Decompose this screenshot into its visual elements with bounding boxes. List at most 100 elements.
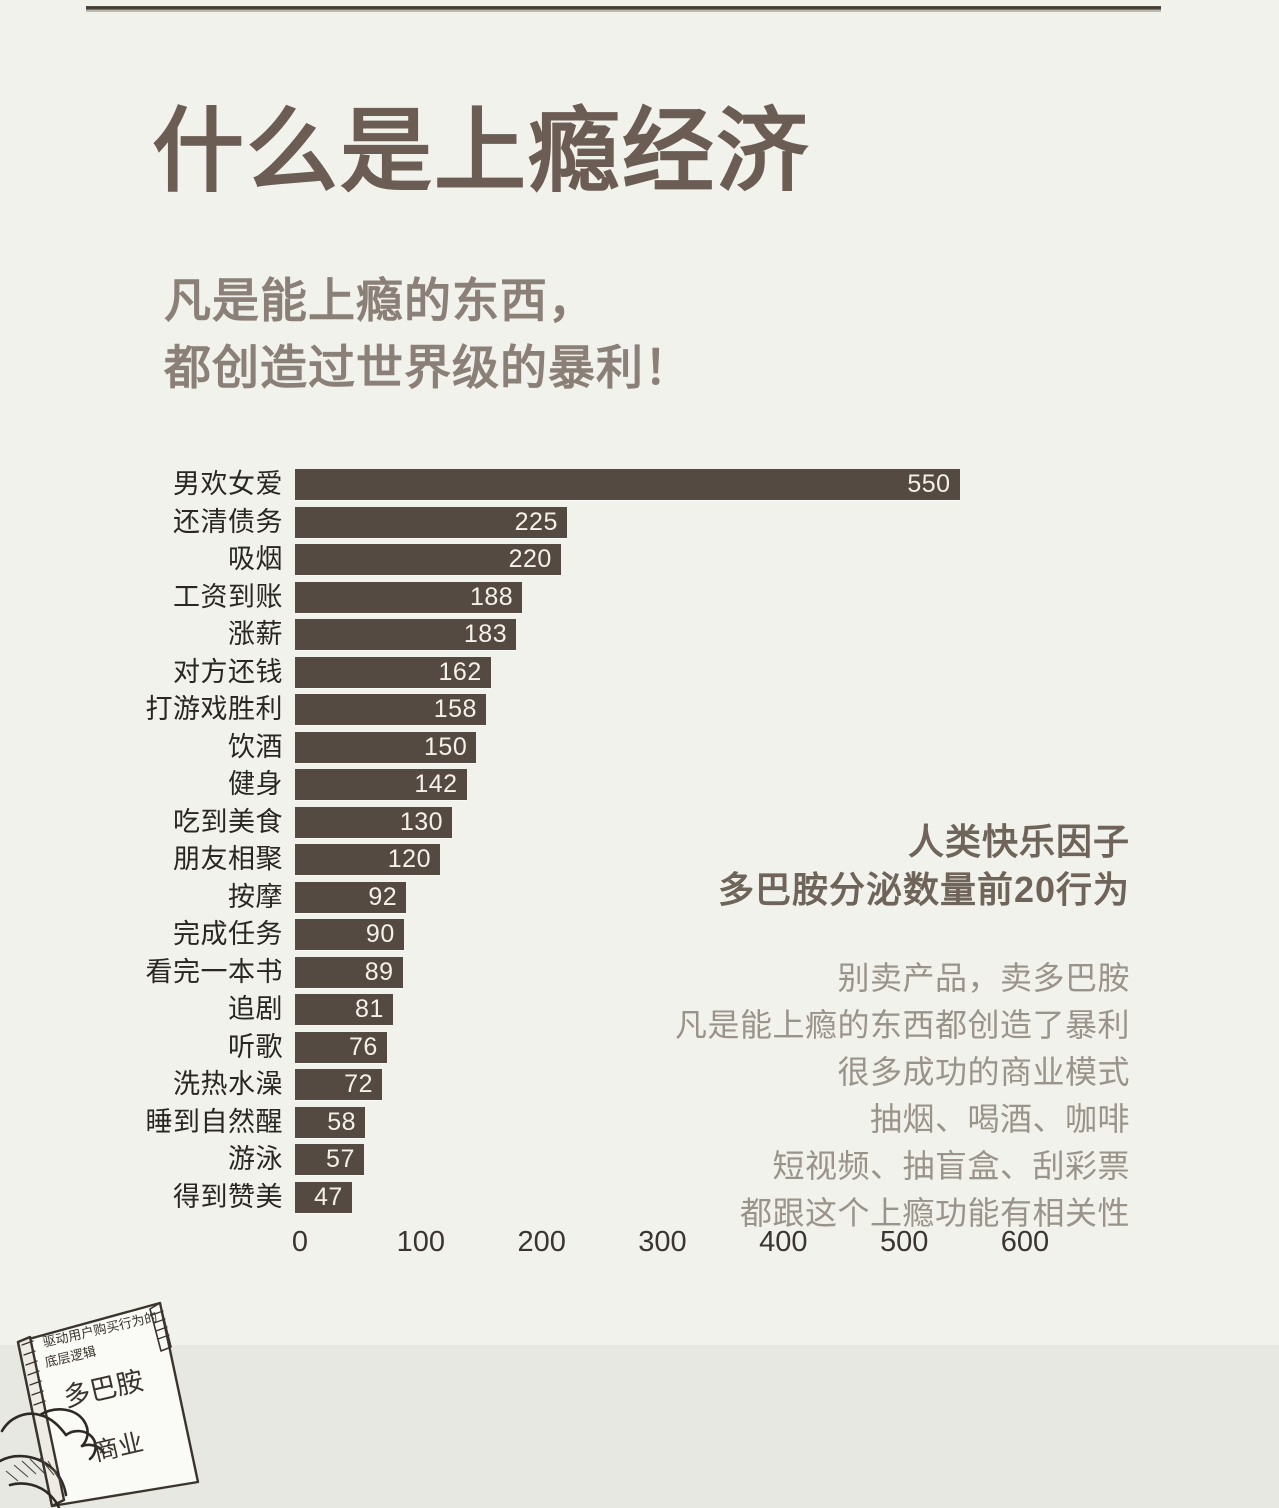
top-divider-rule [86,6,1161,12]
chart-bar-value: 188 [469,582,514,611]
chart-bar-value: 47 [313,1182,343,1211]
chart-bar-track: 120 [295,841,1279,879]
side-heading: 人类快乐因子 多巴胺分泌数量前20行为 [560,818,1130,913]
chart-bar-value: 183 [463,620,508,648]
chart-bar-track: 188 [295,579,1279,617]
chart-row: 按摩 92 [0,879,1279,917]
x-axis-tick-label: 100 [396,1226,446,1258]
chart-bar: 90 [295,919,404,950]
chart-bar-value: 81 [355,995,384,1023]
chart-bar-track: 142 [295,766,1279,804]
chart-bar-track: 89 [295,954,1279,992]
chart-category-label: 吸烟 [228,544,283,575]
chart-bar: 225 [295,506,567,538]
chart-bar-track: 130 [295,804,1279,842]
chart-bar: 120 [295,844,440,875]
chart-row: 男欢女爱 550 [0,466,1279,504]
chart-bar: 72 [295,1069,382,1100]
chart-row: 完成任务 90 [0,916,1279,954]
chart-bar: 188 [295,581,523,613]
chart-bar: 550 [295,469,960,500]
hand-holding-book-illustration: 驱动用户购买行为的 底层逻辑 多巴胺 商业 [0,1285,270,1508]
page-subtitle-line-2: 都创造过世界级的暴利！ [164,340,692,394]
chart-bar-value: 58 [327,1107,357,1136]
chart-category-label: 饮酒 [228,731,283,762]
chart-bar: 81 [295,994,393,1025]
chart-row: 游泳 57 [0,1141,1279,1179]
chart-category-label: 完成任务 [173,919,283,950]
side-body-text: 别卖产品，卖多巴胺凡是能上瘾的东西都创造了暴利很多成功的商业模式抽烟、喝酒、咖啡… [560,955,1130,1237]
side-body-line: 别卖产品，卖多巴胺 [837,960,1130,997]
chart-row: 朋友相聚 120 [0,841,1279,879]
chart-category-label: 追剧 [228,994,283,1025]
chart-row: 打游戏胜利 158 [0,691,1279,729]
chart-bar-value: 158 [433,695,477,723]
chart-row: 洗热水澡 72 [0,1066,1279,1104]
chart-category-label: 游泳 [228,1144,283,1175]
x-axis-tick-label: 300 [638,1226,687,1258]
side-heading-line-2: 多巴胺分泌数量前20行为 [717,868,1130,910]
chart-bar-track: 72 [295,1066,1279,1104]
chart-category-label: 洗热水澡 [173,1069,283,1100]
x-axis-tick-label: 600 [1000,1226,1050,1258]
side-body-line: 抽烟、喝酒、咖啡 [869,1101,1130,1138]
chart-bar-value: 162 [438,657,482,686]
chart-row: 得到赞美 47 [0,1179,1279,1217]
chart-bar-value: 89 [364,957,394,986]
chart-bar-track: 158 [295,691,1279,729]
chart-bar-track: 81 [295,991,1279,1029]
chart-category-label: 按摩 [228,881,283,912]
chart-bar-value: 142 [414,770,458,798]
chart-category-label: 打游戏胜利 [145,694,283,725]
chart-category-label: 男欢女爱 [173,469,283,500]
chart-bar-value: 90 [365,920,395,948]
chart-bar-track: 57 [295,1141,1279,1179]
chart-category-label: 工资到账 [173,581,283,612]
chart-bar-track: 220 [295,541,1279,579]
chart-bar-value: 92 [368,882,398,911]
dopamine-bar-chart: 男欢女爱 550 还清债务 225 吸烟 220 工资到账 188 涨薪 183 对方还钱 162 打游… [0,466,1279,1266]
page-title: 什么是上瘾经济 [152,101,811,203]
chart-bar-value: 120 [387,845,431,873]
chart-category-label: 涨薪 [228,619,283,650]
chart-row: 健身 142 [0,766,1279,804]
chart-bar-track: 90 [295,916,1279,954]
x-axis-tick-label: 400 [759,1226,808,1258]
chart-bar-value: 76 [349,1032,378,1061]
background-band [0,1345,1279,1508]
side-body-line: 凡是能上瘾的东西都创造了暴利 [674,1007,1130,1044]
chart-category-label: 还清债务 [173,506,283,537]
chart-row: 还清债务 225 [0,504,1279,542]
chart-category-label: 朋友相聚 [173,844,283,875]
chart-row: 涨薪 183 [0,616,1279,654]
chart-row: 追剧 81 [0,991,1279,1029]
chart-bar: 47 [295,1181,352,1213]
chart-bar-track: 183 [295,616,1279,654]
page-subtitle-line-1: 凡是能上瘾的东西， [164,274,596,327]
chart-bar-track: 76 [295,1029,1279,1067]
chart-bar-track: 225 [295,504,1279,542]
chart-category-label: 对方还钱 [173,656,283,687]
chart-bar: 58 [295,1106,366,1138]
chart-bar: 142 [295,769,467,800]
chart-row: 吸烟 220 [0,541,1279,579]
chart-row: 听歌 76 [0,1029,1279,1067]
chart-bar-value: 220 [508,545,552,573]
side-body-line: 很多成功的商业模式 [837,1054,1130,1091]
chart-row: 工资到账 188 [0,579,1279,617]
chart-bar: 89 [295,956,403,988]
chart-category-label: 吃到美食 [173,806,283,837]
chart-bar: 92 [295,881,407,913]
x-axis-tick-label: 500 [879,1226,929,1258]
chart-bar: 76 [295,1031,387,1063]
chart-rows: 男欢女爱 550 还清债务 225 吸烟 220 工资到账 188 涨薪 183 对方还钱 162 打游… [0,466,1279,1216]
chart-bar-value: 130 [399,807,444,836]
chart-x-axis: 0 100 200 300 400 500 600 [292,1226,1195,1278]
side-body-line: 都跟这个上瘾功能有相关性 [739,1195,1130,1232]
side-heading-line-1: 人类快乐因子 [907,821,1130,862]
side-body-line: 短视频、抽盲盒、刮彩票 [772,1148,1130,1185]
chart-bar: 220 [295,544,561,575]
chart-category-label: 看完一本书 [145,956,283,987]
x-axis-tick-label: 200 [517,1226,566,1258]
